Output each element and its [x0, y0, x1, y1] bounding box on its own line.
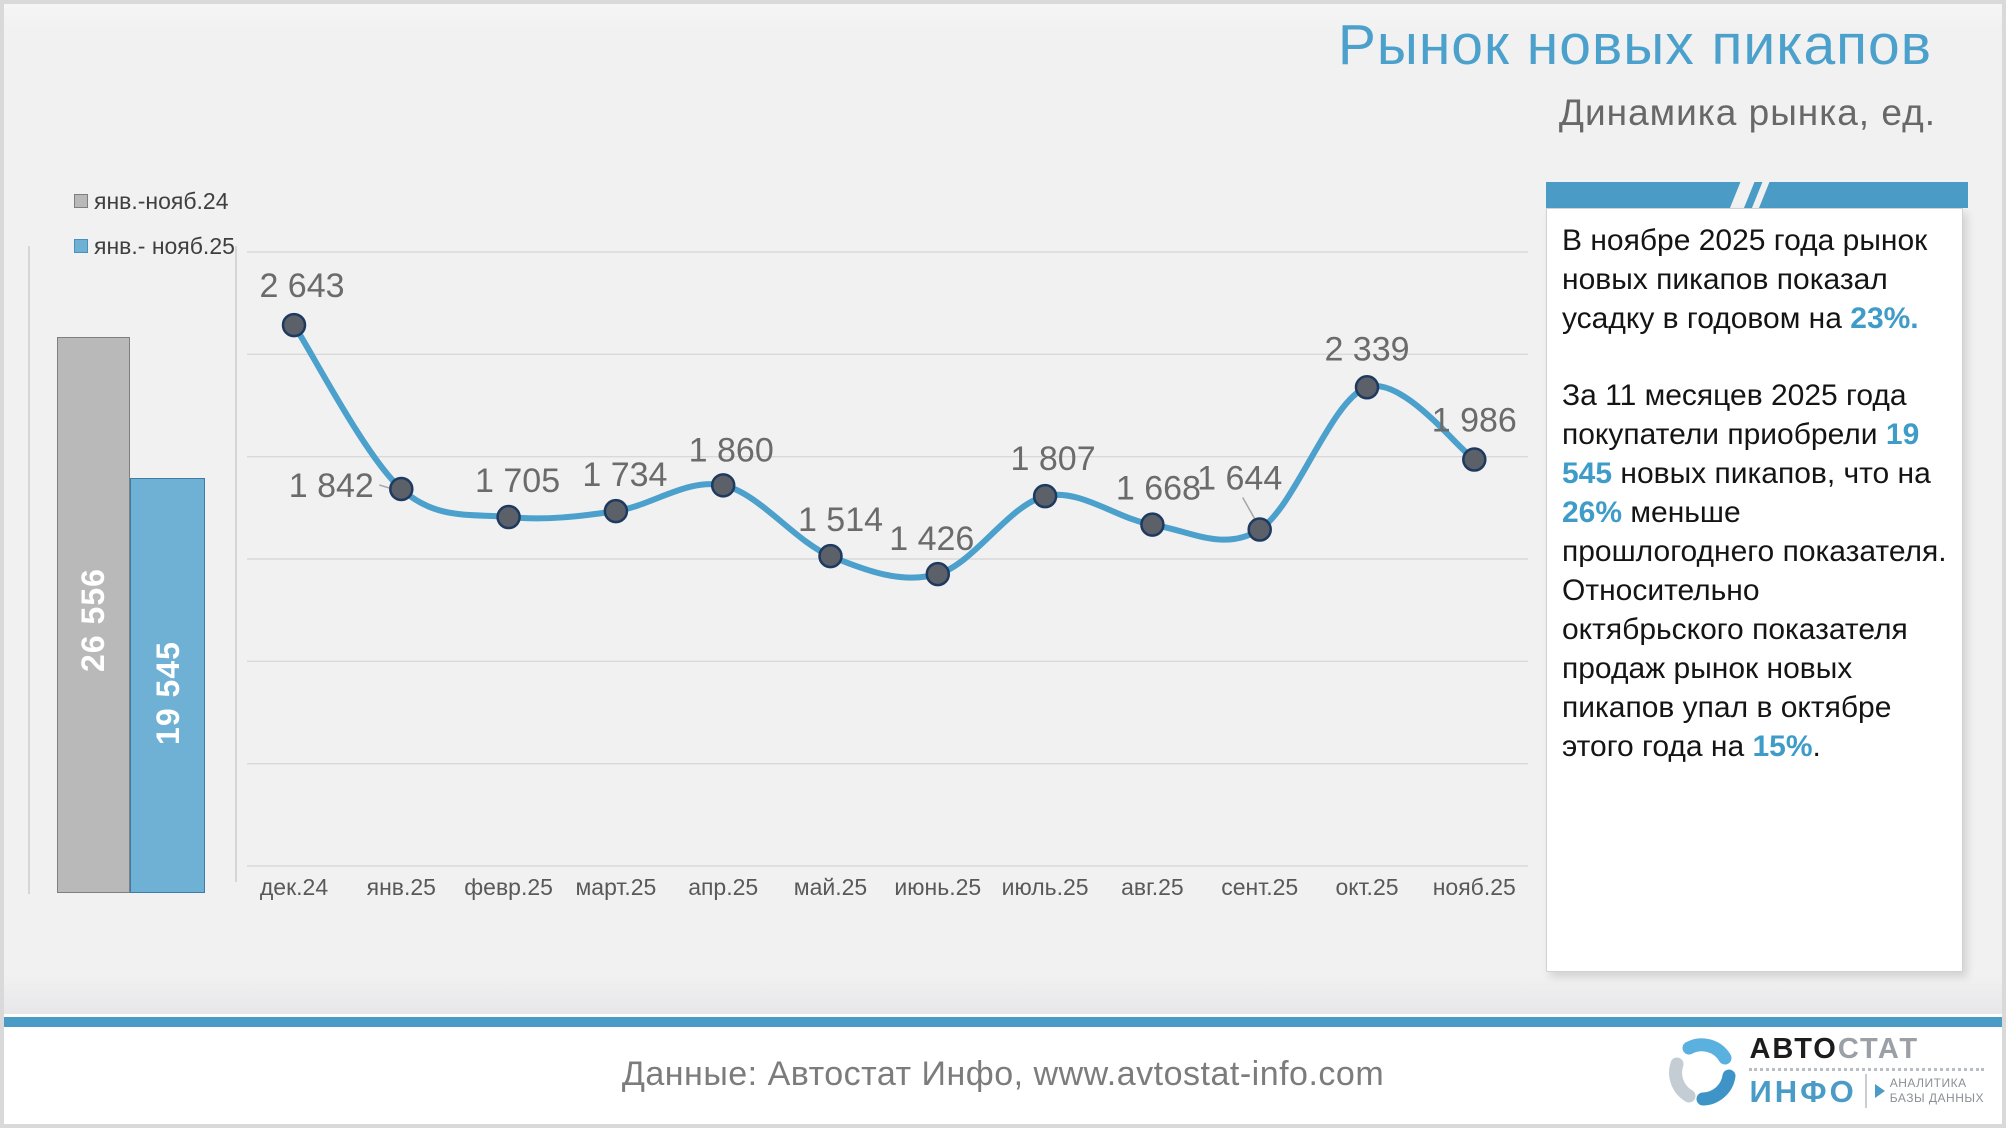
data-point-marker: [496, 504, 521, 530]
chart-separator-line: [235, 246, 237, 882]
legend-item-2025: янв.- нояб.25: [74, 233, 235, 259]
x-axis-label: апр.25: [688, 874, 758, 900]
data-point-marker: [1462, 447, 1487, 472]
data-point-label: 1 644: [1197, 460, 1282, 498]
x-axis-label: окт.25: [1335, 874, 1398, 900]
data-point-label: 1 842: [289, 467, 374, 505]
label-leader-line: [379, 484, 390, 489]
legend: янв.-нояб.24 янв.- нояб.25: [74, 188, 235, 278]
avtostat-info-logo: АВТОСТАТ ИНФО АНАЛИТИКА БАЗЫ ДАННЫХ: [1667, 1035, 1984, 1108]
logo-vertical-divider: [1864, 1074, 1867, 1108]
bar-value-label-2025: 19 545: [149, 641, 186, 745]
legend-label: янв.- нояб.25: [94, 232, 235, 259]
logo-swirl-icon: [1669, 1037, 1736, 1105]
bar-2024-total: [57, 337, 130, 893]
logo-text: АВТОСТАТ ИНФО АНАЛИТИКА БАЗЫ ДАННЫХ: [1749, 1035, 1984, 1108]
data-point-label: 2 643: [259, 267, 344, 305]
x-axis-label: май.25: [794, 874, 867, 900]
monthly-line-chart: 2 643 дек.24 1 842 янв.25 1 705 февр.25 1 734 м…: [247, 251, 1528, 900]
x-axis-label: авг.25: [1121, 874, 1184, 900]
data-point-label: 1 807: [1011, 440, 1096, 478]
data-point-label: 1 986: [1432, 402, 1517, 440]
logo-brand-avto: АВТО: [1749, 1033, 1838, 1065]
bar-2025-total: [130, 478, 205, 893]
logo-tagline: АНАЛИТИКА БАЗЫ ДАННЫХ: [1889, 1076, 1984, 1105]
x-axis-label: дек.24: [260, 874, 328, 900]
data-point-marker: [1354, 375, 1380, 400]
data-point-label: 1 668: [1116, 470, 1201, 508]
bar-chart-left-axis: [28, 246, 30, 894]
chart-subtitle: Динамика рынка, ед.: [1558, 92, 1936, 133]
panel-header-bar: [1546, 182, 1968, 208]
logo-info-row: ИНФО АНАЛИТИКА БАЗЫ ДАННЫХ: [1749, 1074, 1984, 1108]
x-axis-label: янв.25: [367, 874, 436, 900]
x-axis-label: сент.25: [1221, 874, 1298, 900]
legend-swatch-gray: [74, 194, 88, 208]
data-point-marker: [1140, 512, 1165, 537]
legend-item-2024: янв.-нояб.24: [74, 188, 235, 214]
logo-brand: АВТОСТАТ: [1749, 1035, 1984, 1064]
data-point-marker: [925, 561, 951, 587]
data-point-label: 1 860: [689, 431, 774, 469]
x-axis-label: февр.25: [464, 874, 553, 900]
page-title: Рынок новых пикапов: [1337, 13, 1932, 77]
commentary-panel: В ноябре 2025 года рынок новых пикапов п…: [1546, 208, 1963, 972]
series-line: [291, 322, 1478, 581]
chart-slide-background: Рынок новых пикапов Динамика рынка, ед. …: [0, 0, 2006, 1014]
panel-paragraph: За 11 месяцев 2025 года покупатели приоб…: [1562, 379, 1947, 763]
data-point-label: 1 734: [582, 456, 667, 494]
data-point-label: 1 426: [889, 520, 974, 558]
logo-info-word: ИНФО: [1749, 1073, 1857, 1109]
data-point-marker: [281, 312, 307, 338]
data-point-marker: [603, 498, 629, 524]
play-triangle-icon: [1874, 1084, 1885, 1098]
data-point-label: 1 705: [475, 462, 560, 500]
data-source-text: Данные: Автостат Инфо, www.avtostat-info…: [621, 1055, 1385, 1093]
label-leader-line: [1242, 497, 1257, 521]
bar-value-label-2024: 26 556: [74, 568, 111, 672]
x-axis-label: июль.25: [1002, 874, 1089, 900]
panel-paragraph: В ноябре 2025 года рынок новых пикапов п…: [1562, 224, 1928, 335]
legend-swatch-blue: [74, 239, 88, 253]
x-axis-label: март.25: [575, 874, 656, 900]
slash-decoration-icon: [1725, 182, 1757, 208]
x-axis-label: нояб.25: [1433, 874, 1516, 900]
bottom-accent-bar: [3, 1017, 2003, 1027]
logo-dotted-divider: [1749, 1068, 1984, 1071]
data-point-label: 2 339: [1324, 330, 1409, 368]
legend-label: янв.-нояб.24: [94, 187, 229, 214]
data-point-label: 1 514: [798, 501, 883, 539]
footer: Данные: Автостат Инфо, www.avtostat-info…: [4, 1027, 2002, 1124]
data-point-marker: [389, 476, 414, 502]
data-point-marker: [1247, 517, 1272, 542]
logo-brand-stat: СТАТ: [1837, 1033, 1920, 1065]
data-point-marker: [818, 543, 843, 569]
data-point-marker: [1032, 483, 1058, 509]
x-axis-label: июнь.25: [894, 874, 981, 900]
data-point-marker: [710, 473, 736, 498]
